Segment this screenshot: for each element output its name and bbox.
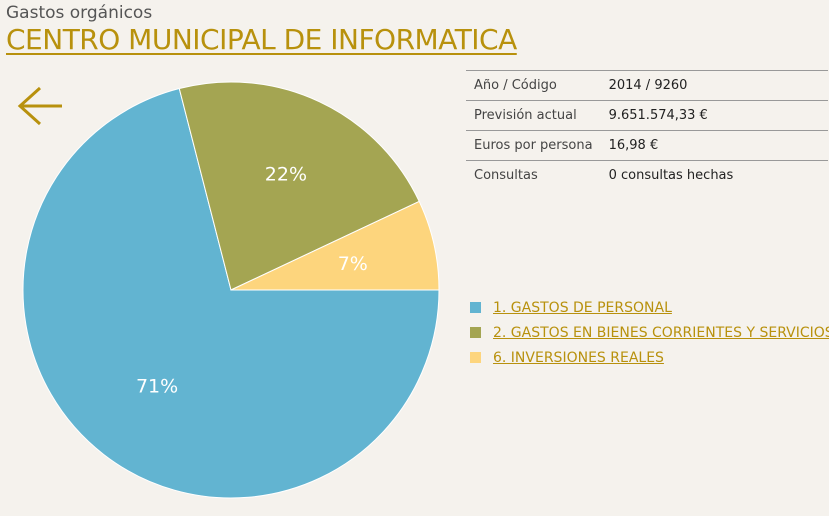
pie-chart: 71% 22% 7% <box>22 81 440 499</box>
info-key: Previsión actual <box>466 100 601 131</box>
info-row-per-person: Euros por persona 16,98 € <box>466 130 828 161</box>
info-value: 2014 / 9260 <box>600 70 828 101</box>
legend-item: 2. GASTOS EN BIENES CORRIENTES Y SERVICI… <box>470 320 829 345</box>
legend-link-personal[interactable]: 1. GASTOS DE PERSONAL <box>493 299 672 316</box>
pie-value-label: 22% <box>265 163 307 185</box>
info-key: Consultas <box>474 168 538 183</box>
info-table: Año / Código 2014 / 9260 Previsión actua… <box>466 70 828 190</box>
info-key: Año / Código <box>466 70 601 101</box>
info-value: 0 consultas hechas <box>608 168 734 183</box>
legend-link-inversiones[interactable]: 6. INVERSIONES REALES <box>493 349 664 366</box>
legend-item: 1. GASTOS DE PERSONAL <box>470 295 829 320</box>
info-key: Euros por persona <box>466 130 601 161</box>
pie-value-label: 7% <box>338 253 368 275</box>
page-title[interactable]: CENTRO MUNICIPAL DE INFORMATICA <box>6 23 517 56</box>
info-value: 16,98 € <box>600 130 828 161</box>
info-row-queries: Consultas 0 consultas hechas <box>466 161 828 191</box>
info-value: 9.651.574,33 € <box>600 100 828 131</box>
chart-legend: 1. GASTOS DE PERSONAL 2. GASTOS EN BIENE… <box>470 295 829 370</box>
legend-item: 6. INVERSIONES REALES <box>470 345 829 370</box>
legend-swatch <box>470 352 481 363</box>
legend-link-bienes[interactable]: 2. GASTOS EN BIENES CORRIENTES Y SERVICI… <box>493 324 829 341</box>
pie-slice-bienes[interactable] <box>178 81 420 291</box>
back-button[interactable] <box>16 84 66 128</box>
pie-value-label: 71% <box>136 375 178 397</box>
page-subtitle: Gastos orgánicos <box>6 3 153 23</box>
legend-swatch <box>470 327 481 338</box>
info-row-year-code: Año / Código 2014 / 9260 <box>466 70 828 101</box>
pie-slice-inversiones[interactable] <box>230 200 440 291</box>
pie-slice-personal[interactable] <box>22 87 440 499</box>
legend-swatch <box>470 302 481 313</box>
arrow-left-icon <box>17 86 62 126</box>
info-row-forecast: Previsión actual 9.651.574,33 € <box>466 100 828 131</box>
